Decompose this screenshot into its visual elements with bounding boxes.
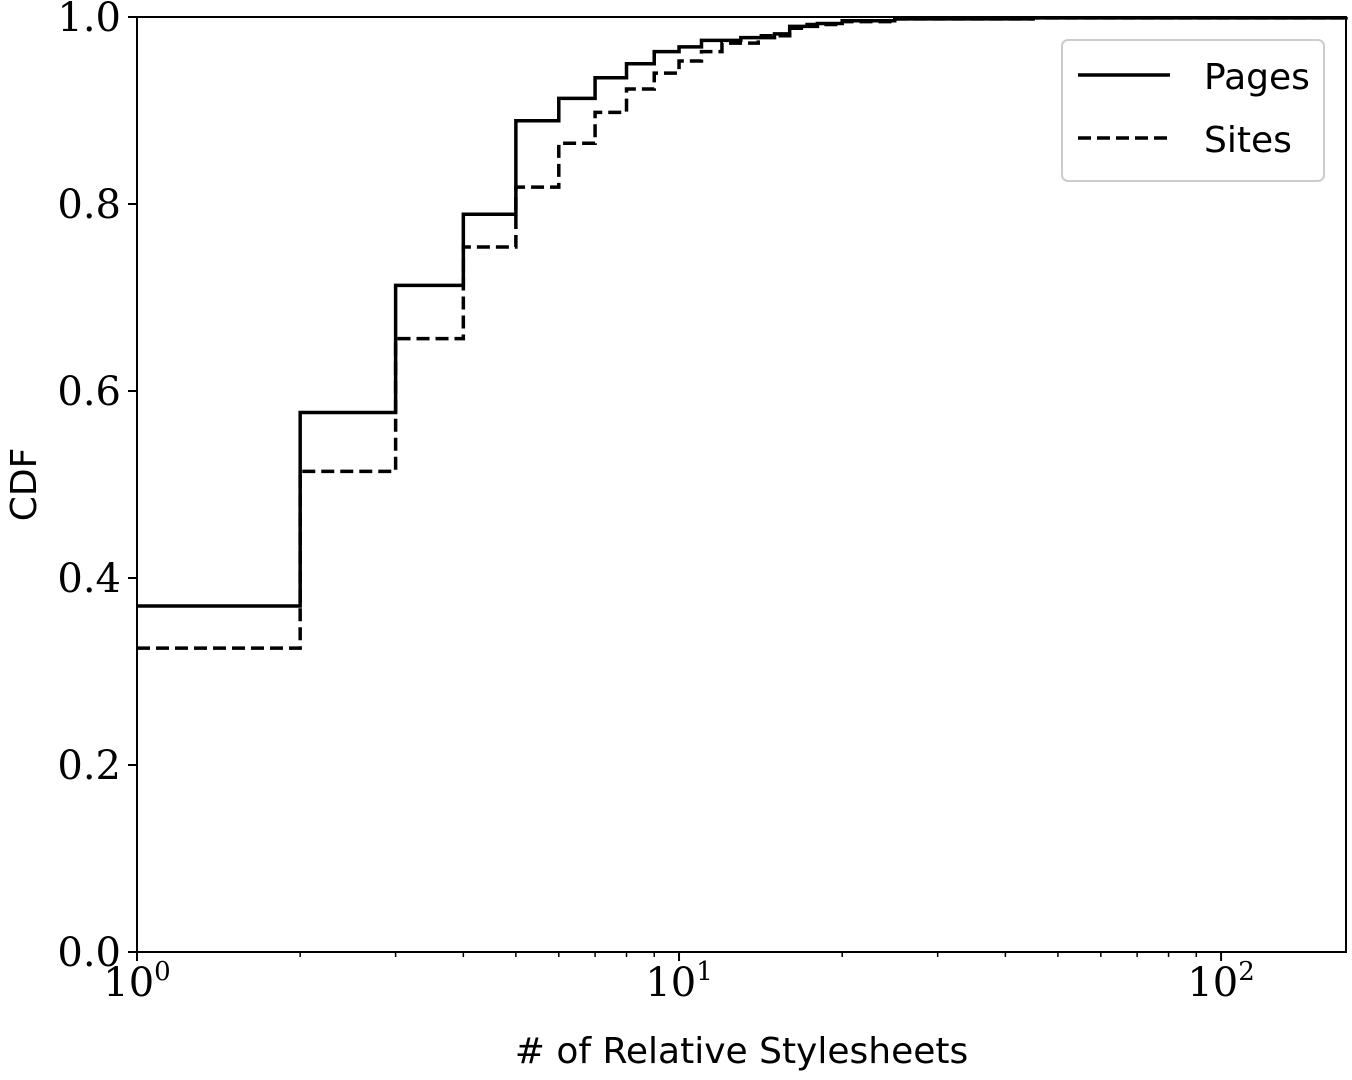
x-tick-label: 102 [1187, 957, 1254, 1006]
legend-label-pages: Pages [1204, 57, 1310, 98]
y-tick-label: 1.0 [57, 0, 121, 41]
series-line-sites [137, 16, 1348, 650]
y-tick-label: 0.2 [57, 743, 121, 789]
y-tick-label: 0.6 [57, 369, 121, 415]
plot-frame [136, 16, 1347, 953]
legend: Pages Sites [1061, 39, 1325, 182]
y-axis-ticks: 0.0 0.2 0.4 0.6 0.8 1.0 [57, 0, 137, 976]
x-axis-ticks: 100 101 102 [103, 952, 1255, 1006]
y-tick-label: 0.0 [57, 930, 121, 976]
series-layer [137, 16, 1348, 650]
y-axis-label: CDF [4, 448, 45, 522]
x-tick-label: 101 [645, 957, 712, 1006]
x-axis-label: # of Relative Stylesheets [515, 1031, 969, 1072]
y-tick-label: 0.4 [57, 556, 121, 602]
y-tick-label: 0.8 [57, 182, 121, 228]
x-tick-label: 100 [103, 957, 170, 1006]
legend-label-sites: Sites [1204, 120, 1292, 161]
